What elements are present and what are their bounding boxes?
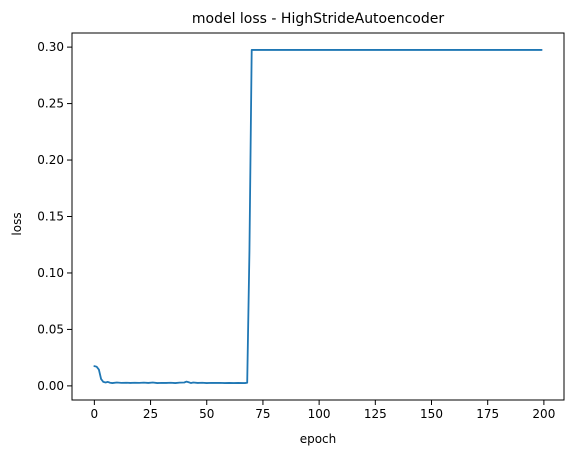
tick-group: 0 25 50 75 100 125 150 175 200 0.00 0.05 0.10 0.15 0.… (37, 40, 555, 421)
series-group (93, 49, 543, 384)
plot-axes (71, 32, 565, 401)
y-tick-label: 0.30 (37, 40, 64, 54)
loss-series-line (93, 49, 543, 384)
y-tick-label: 0.05 (37, 322, 64, 336)
x-tick-label: 150 (420, 407, 443, 421)
x-tick-label: 125 (364, 407, 387, 421)
x-tick-label: 25 (143, 407, 158, 421)
x-tick-label: 75 (255, 407, 270, 421)
y-tick-label: 0.15 (37, 210, 64, 224)
x-tick-label: 0 (91, 407, 99, 421)
x-tick-label: 100 (308, 407, 331, 421)
y-tick-label: 0.20 (37, 153, 64, 167)
y-tick-label: 0.10 (37, 266, 64, 280)
plot-frame (71, 32, 565, 401)
x-tick-label: 175 (476, 407, 499, 421)
y-axis-label: loss (10, 212, 24, 235)
y-tick-label: 0.00 (37, 379, 64, 393)
x-tick-label: 50 (199, 407, 214, 421)
y-tick-label: 0.25 (37, 97, 64, 111)
x-axis-label: epoch (300, 432, 337, 446)
chart-title: model loss - HighStrideAutoencoder (192, 11, 444, 27)
x-tick-label: 200 (532, 407, 555, 421)
